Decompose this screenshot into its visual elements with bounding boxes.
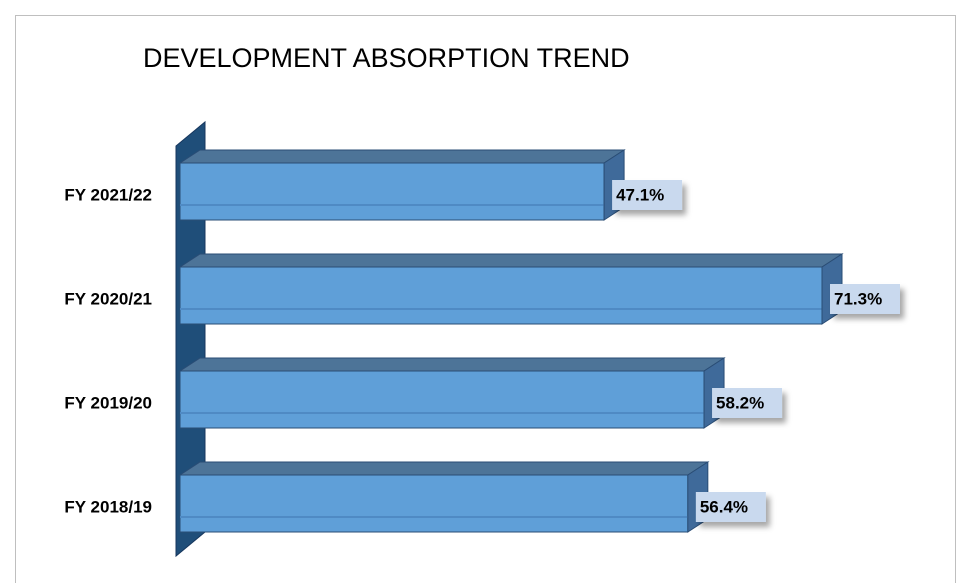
value-label: 58.2% [716, 393, 764, 412]
value-label-box [712, 388, 783, 418]
bar [179, 474, 689, 533]
bar [179, 370, 705, 429]
value-label-box [612, 180, 683, 210]
y-tick-label: FY 2019/20 [64, 393, 152, 412]
value-label-box [695, 492, 766, 522]
value-label: 56.4% [700, 497, 748, 516]
y-tick-label: FY 2018/19 [64, 497, 152, 516]
bar-top-face [178, 253, 844, 268]
y-tick-label: FY 2021/22 [64, 185, 152, 204]
value-label-box [830, 284, 900, 314]
bar [179, 266, 823, 325]
value-label: 71.3% [834, 289, 882, 308]
bar [179, 162, 605, 221]
bar-top-face [178, 149, 626, 164]
chart-title: DEVELOPMENT ABSORPTION TREND [143, 43, 630, 73]
y-tick-label: FY 2020/21 [64, 289, 152, 308]
bar-top-face [178, 461, 710, 476]
value-label: 47.1% [616, 185, 664, 204]
bar-top-face [178, 357, 726, 372]
